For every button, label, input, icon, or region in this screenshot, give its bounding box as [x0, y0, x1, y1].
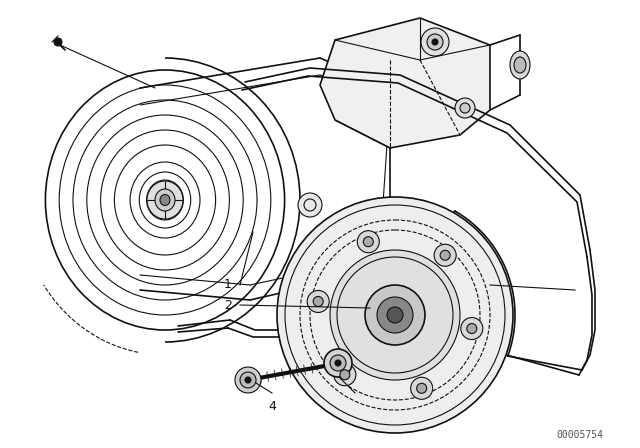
Circle shape [421, 28, 449, 56]
Ellipse shape [510, 51, 530, 79]
Ellipse shape [160, 194, 170, 206]
Circle shape [455, 98, 475, 118]
Circle shape [334, 364, 356, 386]
Circle shape [417, 383, 427, 393]
Circle shape [277, 197, 513, 433]
Circle shape [411, 377, 433, 399]
Circle shape [357, 231, 380, 253]
Text: 2: 2 [224, 298, 232, 311]
Ellipse shape [147, 181, 183, 219]
Circle shape [427, 34, 443, 50]
Circle shape [434, 244, 456, 266]
Text: 00005754: 00005754 [557, 430, 604, 440]
Text: 4: 4 [268, 400, 276, 413]
Circle shape [235, 367, 261, 393]
Ellipse shape [155, 189, 175, 211]
Circle shape [307, 290, 329, 312]
Text: 3: 3 [353, 400, 361, 413]
Circle shape [245, 377, 251, 383]
Circle shape [340, 370, 350, 380]
Circle shape [461, 318, 483, 340]
Polygon shape [320, 18, 490, 148]
Circle shape [54, 38, 62, 46]
Circle shape [335, 360, 341, 366]
Circle shape [387, 307, 403, 323]
Circle shape [467, 323, 477, 334]
Circle shape [365, 285, 425, 345]
Circle shape [432, 39, 438, 45]
Circle shape [324, 349, 352, 377]
Circle shape [298, 193, 322, 217]
Circle shape [377, 297, 413, 333]
Circle shape [364, 237, 373, 247]
Circle shape [440, 250, 450, 260]
Ellipse shape [514, 57, 526, 73]
Circle shape [313, 297, 323, 306]
Circle shape [330, 250, 460, 380]
Circle shape [330, 355, 346, 371]
Text: 1: 1 [224, 277, 232, 290]
Circle shape [240, 372, 256, 388]
Circle shape [460, 103, 470, 113]
